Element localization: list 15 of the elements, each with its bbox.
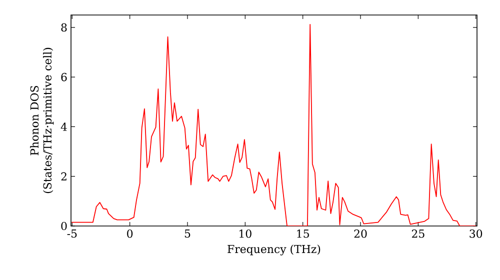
x-tick-label: 5 xyxy=(184,230,190,238)
x-tick-label: 25 xyxy=(412,230,424,238)
y-axis-title: Phonon DOS (States/THz·primitive cell) xyxy=(30,48,54,194)
x-tick-label: 20 xyxy=(354,230,367,238)
y-tick-label: 4 xyxy=(60,122,67,131)
x-tick-label: 30 xyxy=(470,230,482,238)
y-tick-label: 6 xyxy=(61,72,67,82)
y-tick-label: 0 xyxy=(61,222,67,230)
x-tick-label: 0 xyxy=(127,230,133,238)
x-tick-label: 15 xyxy=(297,230,309,238)
y-tick-label: 2 xyxy=(61,172,66,180)
y-tick-label: 8 xyxy=(61,23,67,32)
x-tick-label: -5 xyxy=(67,230,77,238)
x-axis-title: Frequency (THz) xyxy=(228,244,320,256)
x-tick-label: 10 xyxy=(240,230,252,238)
